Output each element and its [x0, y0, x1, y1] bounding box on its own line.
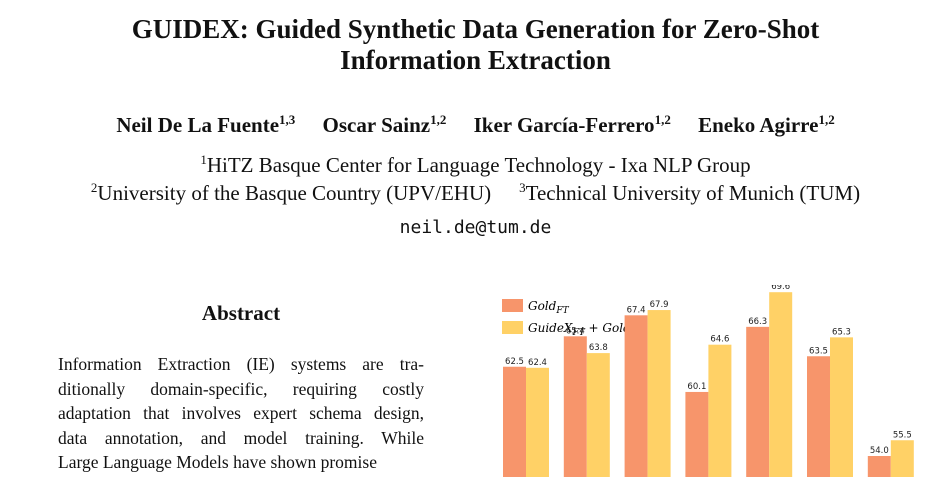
bar-value-label: 62.4: [528, 358, 547, 368]
abstract-line: Large Language Models have shown promise: [58, 452, 377, 472]
abstract-line: data annotation, and model training. Whi…: [58, 427, 424, 448]
abstract-line: ditionally domain-specific, requiring co…: [58, 378, 424, 399]
title-prefix-x: X: [220, 14, 240, 44]
bar-value-label: 60.1: [687, 382, 706, 392]
bar-value-label: 54.0: [870, 446, 889, 456]
affiliation-line-2: 2University of the Basque Country (UPV/E…: [0, 180, 951, 206]
bar-value-label: 65.3: [832, 327, 851, 337]
affiliation-name: Technical University of Munich (TUM): [525, 181, 861, 205]
title-prefix-small: UIDE: [152, 14, 221, 44]
author-affil-sup: 1,2: [430, 112, 447, 127]
author: Iker García-Ferrero1,2: [473, 112, 671, 137]
author-name: Iker García-Ferrero: [473, 113, 655, 137]
affiliation-name: HiTZ Basque Center for Language Technolo…: [206, 153, 751, 177]
affiliation-name: University of the Basque Country (UPV/EH…: [97, 181, 492, 205]
bar-guidex-3: [708, 344, 732, 477]
affiliation-line-1: 1HiTZ Basque Center for Language Technol…: [0, 152, 951, 178]
bar-guidex-2: [647, 310, 671, 477]
bar-gold-6: [867, 456, 891, 477]
abstract-heading: Abstract: [201, 301, 281, 325]
author-affil-sup: 1,2: [818, 112, 835, 127]
bar-value-label: 66.3: [748, 317, 767, 327]
author-name: Neil De La Fuente: [116, 113, 280, 137]
bar-gold-0: [503, 366, 526, 477]
bar-guidex-4: [769, 292, 793, 477]
bar-gold-5: [807, 356, 830, 477]
bar-guidex-6: [890, 440, 914, 477]
results-bar-chart: GoldFT GuideXFT + GoldFT 62.565.467.460.…: [502, 285, 914, 477]
author-name: Eneko Agirre: [698, 113, 819, 137]
author-affil-sup: 1,2: [654, 112, 671, 127]
bar-guidex-5: [830, 337, 853, 477]
bar-gold-1: [563, 336, 587, 477]
legend-label-gold: GoldFT: [528, 299, 570, 316]
paper-title-line2: Information Extraction: [340, 45, 611, 75]
author: Neil De La Fuente1,3: [116, 112, 296, 137]
affiliation-sup: 1: [200, 152, 207, 167]
author-affil-sup: 1,3: [279, 112, 296, 127]
bar-guidex-1: [586, 353, 610, 477]
abstract-body: Information Extraction (IE) systems are …: [58, 352, 424, 475]
affiliation-sup: 2: [90, 180, 98, 195]
bar-gold-2: [624, 315, 648, 477]
bar-value-label: 63.5: [809, 346, 828, 356]
legend-swatch-gold: [502, 299, 523, 312]
affiliation-sup: 3: [519, 180, 526, 195]
title-rest: : Guided Synthetic Data Generation for Z…: [239, 14, 820, 44]
bar-value-label: 67.9: [650, 300, 669, 310]
bar-value-label: 63.8: [589, 343, 608, 353]
bar-value-label: 55.5: [893, 430, 912, 440]
author: Oscar Sainz1,2: [322, 112, 447, 137]
bar-value-label: 62.5: [505, 357, 524, 367]
bar-value-label: 64.6: [710, 335, 729, 345]
author-email: neil.de@tum.de: [399, 217, 552, 238]
abstract-line: adaptation that involves expert schema d…: [58, 403, 424, 423]
legend-swatch-guidex: [502, 321, 523, 334]
bar-gold-4: [746, 326, 770, 477]
chart-bars: 62.5 65.4 67.4 60.1 66.3 63.5 54.0 62.4 63.8 67.9…: [503, 285, 914, 477]
title-prefix-g: G: [131, 14, 153, 44]
paper-title: GUIDEX: Guided Synthetic Data Generation…: [0, 14, 951, 76]
paper-title-line1: GUIDEX: Guided Synthetic Data Generation…: [0, 14, 951, 45]
author-list: Neil De La Fuente1,3 Oscar Sainz1,2 Iker…: [0, 112, 951, 138]
author: Eneko Agirre1,2: [698, 112, 835, 137]
bar-guidex-0: [526, 367, 549, 477]
abstract-line: Information Extraction (IE) systems are …: [58, 354, 424, 374]
bar-value-label: 69.6: [771, 285, 790, 292]
bar-gold-3: [685, 391, 709, 477]
bar-value-label: 65.4: [566, 326, 585, 336]
author-name: Oscar Sainz: [322, 113, 431, 137]
bar-value-label: 67.4: [627, 305, 646, 315]
